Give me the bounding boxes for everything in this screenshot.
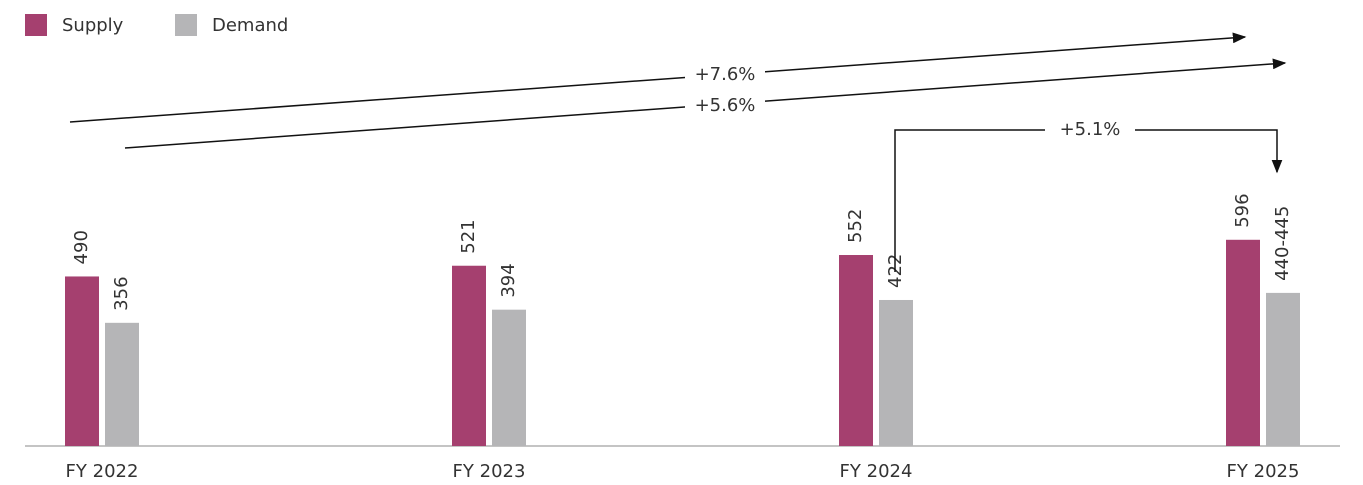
- bar: [492, 309, 526, 446]
- annotation-bg: [1045, 118, 1135, 142]
- legend-label: Supply: [62, 15, 124, 36]
- annotation: +7.6%: [695, 64, 756, 85]
- legend-swatch: [175, 14, 197, 36]
- growth-arrow: [69, 32, 1247, 123]
- bar: [1266, 292, 1300, 446]
- bar: [1226, 239, 1260, 446]
- x-tick-label: FY 2023: [453, 461, 526, 482]
- growth-arrow: [894, 129, 1283, 272]
- bar: [105, 322, 139, 446]
- bar: [452, 265, 486, 446]
- annotation-bg: [685, 63, 765, 87]
- annotation: +5.1%: [1060, 119, 1121, 140]
- data-label: 356: [111, 276, 132, 310]
- legend-label: Demand: [212, 15, 288, 36]
- bar: [65, 276, 99, 446]
- bar: [839, 255, 873, 446]
- x-tick-label: FY 2025: [1227, 461, 1300, 482]
- bar: [879, 299, 913, 446]
- data-label: 521: [458, 219, 479, 253]
- data-label: 490: [71, 230, 92, 264]
- data-label: 596: [1232, 193, 1253, 227]
- data-label: 440-445: [1272, 206, 1293, 281]
- data-label: 394: [498, 263, 519, 297]
- legend-swatch: [25, 14, 47, 36]
- x-tick-label: FY 2022: [66, 461, 139, 482]
- annotation: +5.6%: [695, 95, 756, 116]
- data-label: 552: [845, 209, 866, 243]
- x-tick-label: FY 2024: [840, 461, 913, 482]
- annotation-bg: [685, 94, 765, 118]
